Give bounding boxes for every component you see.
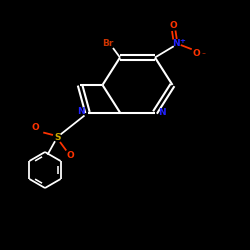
Text: Br: Br <box>102 39 113 48</box>
Text: ⁻: ⁻ <box>201 50 205 59</box>
Text: O: O <box>31 123 39 132</box>
Text: S: S <box>54 133 61 142</box>
Text: O: O <box>170 21 177 30</box>
Text: O: O <box>66 152 74 160</box>
Text: N: N <box>77 107 84 116</box>
Text: +: + <box>179 38 185 44</box>
Text: N: N <box>158 108 166 117</box>
Text: O: O <box>193 48 200 58</box>
Text: N: N <box>172 39 180 48</box>
